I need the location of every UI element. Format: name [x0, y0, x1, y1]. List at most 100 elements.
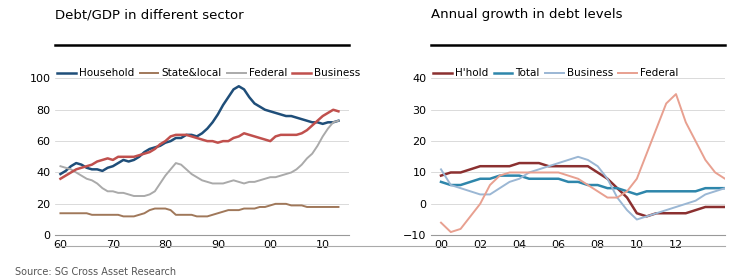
- Business: [682, 202, 690, 206]
- Line: Business: Business: [60, 110, 339, 179]
- Federal: [486, 183, 495, 187]
- H'hold: [573, 165, 582, 168]
- Business: [603, 177, 612, 180]
- Total: [495, 174, 504, 177]
- Total: [632, 193, 641, 196]
- H'hold: [632, 212, 641, 215]
- Household: [56, 172, 65, 176]
- Federal: [505, 171, 514, 174]
- Total: [623, 190, 631, 193]
- State&local: [334, 205, 343, 209]
- Household: [161, 141, 170, 144]
- Total: [691, 190, 700, 193]
- H'hold: [495, 165, 504, 168]
- Total: [573, 180, 582, 184]
- State&local: [250, 207, 259, 210]
- Business: [584, 158, 592, 162]
- Business: [691, 199, 700, 202]
- Federal: [495, 174, 504, 177]
- Legend: H'hold, Total, Business, Federal: H'hold, Total, Business, Federal: [429, 64, 683, 82]
- Federal: [213, 182, 222, 185]
- H'hold: [662, 212, 670, 215]
- Federal: [56, 165, 65, 168]
- Federal: [515, 171, 524, 174]
- Line: Total: Total: [441, 176, 736, 194]
- State&local: [271, 202, 280, 206]
- Total: [515, 174, 524, 177]
- Federal: [436, 221, 445, 224]
- Federal: [545, 171, 553, 174]
- Federal: [224, 180, 233, 184]
- Business: [623, 208, 631, 212]
- Business: [486, 193, 495, 196]
- Total: [564, 180, 573, 184]
- Household: [103, 166, 112, 169]
- Line: State&local: State&local: [60, 204, 339, 216]
- Total: [701, 186, 710, 190]
- Federal: [573, 177, 582, 180]
- Household: [208, 121, 217, 124]
- Line: Business: Business: [441, 157, 736, 220]
- Business: [505, 180, 514, 184]
- Business: [573, 155, 582, 158]
- Business: [730, 186, 736, 190]
- Business: [456, 186, 465, 190]
- H'hold: [711, 205, 720, 209]
- H'hold: [456, 171, 465, 174]
- Business: [329, 108, 338, 111]
- Business: [525, 171, 534, 174]
- Federal: [652, 127, 661, 130]
- State&local: [229, 208, 238, 212]
- Business: [534, 168, 543, 171]
- Business: [208, 139, 217, 143]
- H'hold: [613, 186, 622, 190]
- Business: [554, 161, 563, 165]
- Line: Federal: Federal: [60, 121, 339, 196]
- Text: Source: SG Cross Asset Research: Source: SG Cross Asset Research: [15, 267, 176, 277]
- Total: [721, 186, 729, 190]
- State&local: [224, 208, 233, 212]
- Total: [593, 183, 602, 187]
- Total: [603, 186, 612, 190]
- H'hold: [505, 165, 514, 168]
- Total: [652, 190, 661, 193]
- Household: [334, 119, 343, 122]
- Total: [534, 177, 543, 180]
- Total: [643, 190, 651, 193]
- H'hold: [564, 165, 573, 168]
- H'hold: [525, 161, 534, 165]
- Business: [564, 158, 573, 162]
- Legend: Household, State&local, Federal, Business: Household, State&local, Federal, Busines…: [53, 64, 364, 82]
- Business: [545, 165, 553, 168]
- Line: Household: Household: [60, 86, 339, 174]
- Business: [161, 139, 170, 143]
- Federal: [456, 227, 465, 231]
- Federal: [166, 168, 175, 171]
- Federal: [691, 139, 700, 143]
- Household: [234, 85, 243, 88]
- Total: [554, 177, 563, 180]
- Household: [219, 103, 227, 107]
- State&local: [103, 213, 112, 216]
- Federal: [603, 196, 612, 199]
- Federal: [554, 171, 563, 174]
- Federal: [730, 177, 736, 180]
- Federal: [446, 230, 455, 234]
- H'hold: [623, 196, 631, 199]
- Business: [515, 177, 524, 180]
- Total: [682, 190, 690, 193]
- Text: Debt/GDP in different sector: Debt/GDP in different sector: [55, 8, 244, 21]
- Business: [671, 205, 680, 209]
- Business: [643, 215, 651, 218]
- Federal: [671, 92, 680, 96]
- Federal: [229, 179, 238, 182]
- Business: [103, 157, 112, 160]
- Total: [446, 183, 455, 187]
- Household: [250, 102, 259, 105]
- Federal: [334, 119, 343, 122]
- H'hold: [682, 212, 690, 215]
- Federal: [623, 190, 631, 193]
- H'hold: [475, 165, 484, 168]
- Federal: [564, 174, 573, 177]
- Line: H'hold: H'hold: [441, 163, 736, 216]
